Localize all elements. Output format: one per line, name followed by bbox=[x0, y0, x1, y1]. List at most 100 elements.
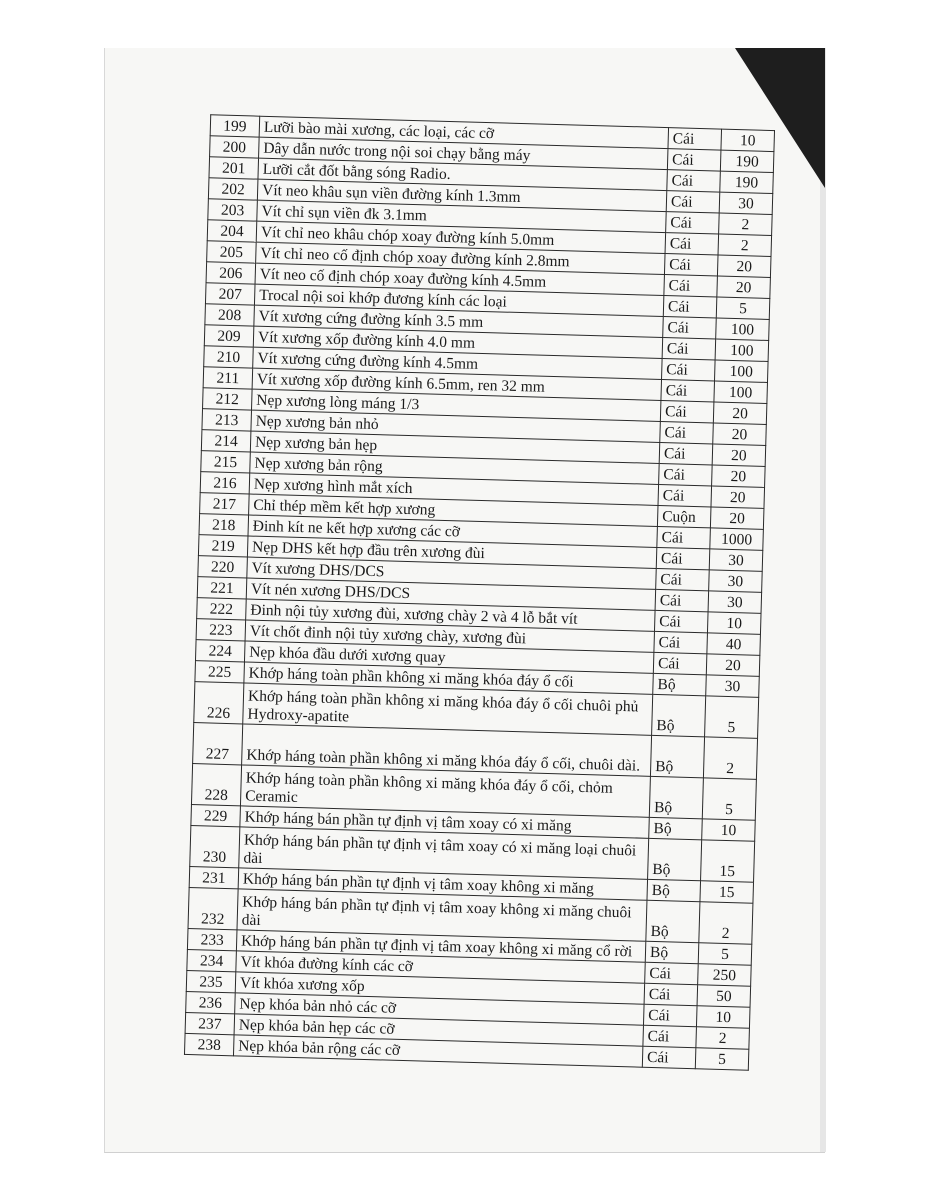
item-unit: Bộ bbox=[646, 879, 701, 902]
item-quantity: 30 bbox=[708, 569, 763, 593]
item-unit: Cái bbox=[644, 962, 699, 985]
row-number: 234 bbox=[186, 949, 237, 972]
row-number: 203 bbox=[207, 198, 258, 222]
item-quantity: 30 bbox=[709, 548, 763, 572]
scanned-page bbox=[104, 48, 825, 1153]
item-quantity: 2 bbox=[718, 234, 772, 257]
item-quantity: 10 bbox=[701, 818, 756, 842]
item-quantity: 50 bbox=[697, 984, 751, 1008]
row-number: 208 bbox=[204, 303, 255, 327]
item-unit: Cái bbox=[655, 589, 709, 612]
item-unit: Cái bbox=[654, 610, 709, 633]
item-unit: Cái bbox=[656, 547, 710, 570]
item-unit: Cái bbox=[656, 526, 711, 549]
item-unit: Bộ bbox=[647, 838, 702, 881]
item-quantity: 20 bbox=[710, 485, 765, 509]
item-quantity: 5 bbox=[704, 695, 759, 739]
item-quantity: 20 bbox=[710, 506, 764, 530]
item-unit: Cái bbox=[667, 127, 722, 151]
item-unit: Cái bbox=[643, 1004, 698, 1027]
row-number: 237 bbox=[185, 1012, 235, 1035]
row-number: 200 bbox=[209, 135, 260, 159]
item-unit: Cái bbox=[642, 1025, 697, 1048]
item-quantity: 5 bbox=[695, 1047, 749, 1071]
row-number: 231 bbox=[189, 866, 239, 889]
item-quantity: 250 bbox=[697, 963, 752, 987]
item-unit: Cái bbox=[655, 568, 710, 591]
item-unit: Cái bbox=[659, 421, 714, 444]
item-quantity: 20 bbox=[712, 422, 767, 446]
row-number: 226 bbox=[193, 681, 244, 724]
item-quantity: 5 bbox=[698, 942, 752, 966]
item-quantity: 20 bbox=[716, 276, 771, 299]
item-quantity: 5 bbox=[702, 777, 757, 821]
item-unit: Cái bbox=[658, 484, 712, 507]
row-number: 217 bbox=[199, 492, 250, 516]
item-unit: Cái bbox=[665, 211, 720, 235]
item-unit: Cái bbox=[660, 379, 715, 402]
row-number: 201 bbox=[208, 156, 259, 180]
item-unit: Cuộn bbox=[657, 505, 711, 528]
item-unit: Cái bbox=[659, 442, 713, 465]
item-unit: Cái bbox=[666, 190, 720, 214]
item-quantity: 15 bbox=[700, 839, 755, 883]
row-number: 199 bbox=[210, 114, 260, 138]
row-number: 224 bbox=[195, 639, 246, 662]
row-number: 207 bbox=[205, 282, 256, 306]
item-quantity: 15 bbox=[699, 880, 754, 904]
row-number: 215 bbox=[200, 450, 251, 474]
item-unit: Bộ bbox=[651, 694, 706, 737]
item-unit: Bộ bbox=[652, 673, 707, 696]
row-number: 218 bbox=[199, 513, 249, 537]
item-quantity: 100 bbox=[714, 359, 769, 383]
row-number: 222 bbox=[196, 597, 247, 620]
row-number: 230 bbox=[189, 825, 240, 868]
row-number: 238 bbox=[184, 1033, 235, 1056]
item-quantity: 190 bbox=[719, 171, 774, 194]
item-unit: Cái bbox=[663, 274, 718, 298]
row-number: 227 bbox=[192, 722, 243, 765]
row-number: 211 bbox=[203, 366, 253, 390]
item-quantity: 2 bbox=[703, 736, 758, 780]
item-unit: Cái bbox=[665, 232, 719, 256]
item-quantity: 30 bbox=[708, 590, 762, 614]
item-unit: Cái bbox=[667, 148, 721, 172]
item-quantity: 2 bbox=[695, 1026, 750, 1050]
item-quantity: 40 bbox=[706, 632, 761, 656]
row-number: 202 bbox=[208, 177, 258, 201]
row-number: 233 bbox=[187, 928, 237, 951]
row-number: 228 bbox=[191, 763, 242, 806]
row-number: 229 bbox=[190, 804, 241, 827]
item-unit: Cái bbox=[664, 253, 719, 277]
item-unit: Cái bbox=[661, 358, 716, 381]
row-number: 210 bbox=[203, 345, 254, 369]
page-edge bbox=[820, 48, 826, 1152]
item-unit: Cái bbox=[644, 983, 698, 1006]
item-quantity: 100 bbox=[715, 338, 769, 362]
item-unit: Cái bbox=[653, 631, 708, 654]
table-body: 199 Lưỡi bào mài xương, các loại, các cỡ C… bbox=[184, 114, 775, 1071]
row-number: 223 bbox=[196, 618, 246, 641]
row-number: 206 bbox=[206, 261, 256, 285]
row-number: 219 bbox=[198, 534, 248, 558]
item-unit: Cái bbox=[660, 400, 714, 423]
row-number: 235 bbox=[186, 970, 236, 993]
item-unit: Cái bbox=[662, 316, 717, 339]
row-number: 214 bbox=[201, 429, 251, 453]
item-quantity: 1000 bbox=[709, 527, 764, 551]
row-number: 205 bbox=[206, 240, 257, 264]
row-number: 209 bbox=[204, 324, 254, 348]
item-quantity: 20 bbox=[706, 653, 760, 677]
item-quantity: 10 bbox=[720, 129, 775, 152]
row-number: 232 bbox=[188, 887, 239, 930]
item-quantity: 100 bbox=[715, 318, 770, 341]
item-quantity: 190 bbox=[720, 150, 774, 173]
item-unit: Bộ bbox=[650, 735, 705, 778]
item-unit: Cái bbox=[653, 652, 707, 675]
item-unit: Bộ bbox=[649, 776, 704, 819]
supplies-table: 199 Lưỡi bào mài xương, các loại, các cỡ C… bbox=[184, 114, 775, 1071]
item-quantity: 20 bbox=[713, 401, 767, 425]
scan-corner-shadow bbox=[735, 48, 825, 188]
row-number: 216 bbox=[200, 471, 250, 495]
item-unit: Cái bbox=[658, 463, 713, 486]
